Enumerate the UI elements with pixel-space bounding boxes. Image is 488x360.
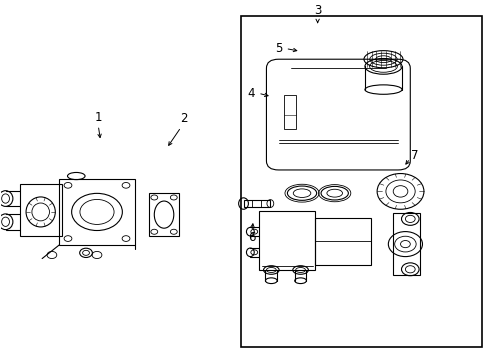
Text: 7: 7 xyxy=(410,149,418,162)
Text: 2: 2 xyxy=(180,112,187,125)
Bar xyxy=(240,16,481,347)
Text: 5: 5 xyxy=(275,42,282,55)
Bar xyxy=(243,199,270,207)
Bar xyxy=(20,184,61,236)
Bar xyxy=(149,193,178,236)
Bar xyxy=(392,213,419,275)
Text: 6: 6 xyxy=(248,231,256,244)
Text: 3: 3 xyxy=(313,4,321,17)
Bar xyxy=(283,95,295,129)
Text: 1: 1 xyxy=(94,111,102,123)
Bar xyxy=(315,218,370,265)
Bar xyxy=(59,179,135,245)
Bar xyxy=(259,211,315,270)
Text: 4: 4 xyxy=(247,87,255,100)
